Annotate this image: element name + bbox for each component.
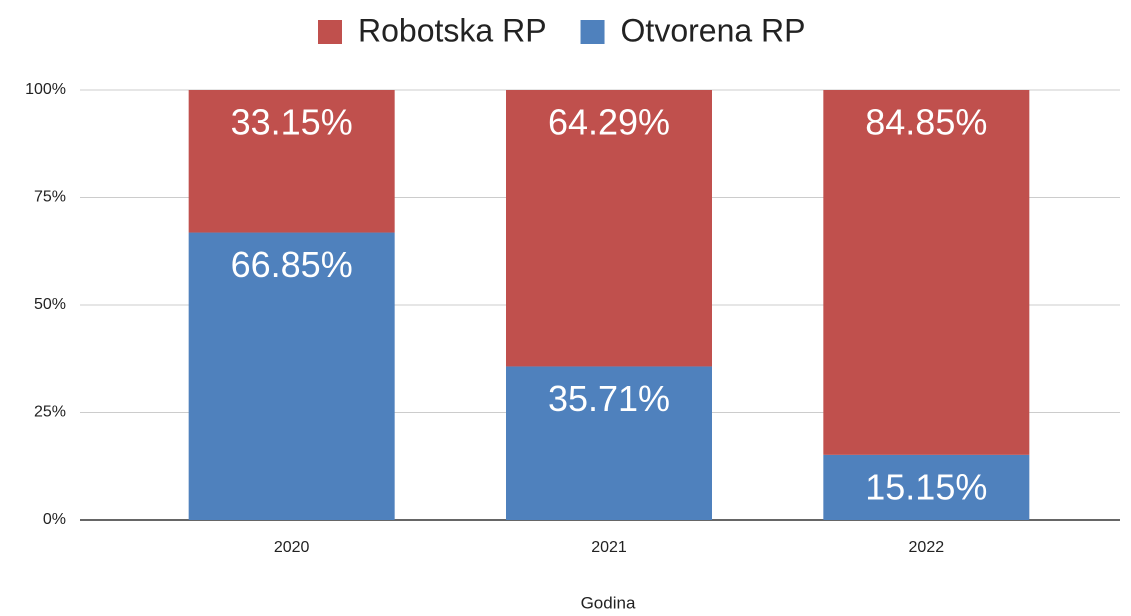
legend-label: Robotska RP (358, 12, 547, 48)
legend-swatch (580, 20, 605, 44)
data-label: 15.15% (865, 466, 987, 507)
legend-label: Otvorena RP (621, 12, 806, 48)
y-tick-label: 75% (34, 189, 66, 206)
data-label: 33.15% (231, 102, 353, 143)
bar-segment (823, 454, 1030, 520)
bar-segment (823, 90, 1030, 455)
data-label: 35.71% (548, 378, 670, 419)
y-tick-label: 25% (34, 404, 66, 421)
y-tick-label: 100% (25, 81, 66, 98)
bar-segment (188, 232, 395, 521)
x-tick-label: 2021 (591, 539, 627, 556)
x-axis-label: Godina (581, 593, 636, 612)
bar-segment (188, 90, 395, 233)
x-tick-label: 2020 (274, 539, 310, 556)
data-label: 66.85% (231, 244, 353, 285)
x-tick-label: 2022 (909, 539, 945, 556)
y-tick-label: 0% (43, 511, 66, 528)
bar-segment (506, 366, 712, 520)
y-tick-label: 50% (34, 296, 66, 313)
data-label: 64.29% (548, 102, 670, 143)
bar-segment (506, 90, 712, 367)
legend-swatch (318, 20, 342, 44)
data-label: 84.85% (865, 102, 987, 143)
